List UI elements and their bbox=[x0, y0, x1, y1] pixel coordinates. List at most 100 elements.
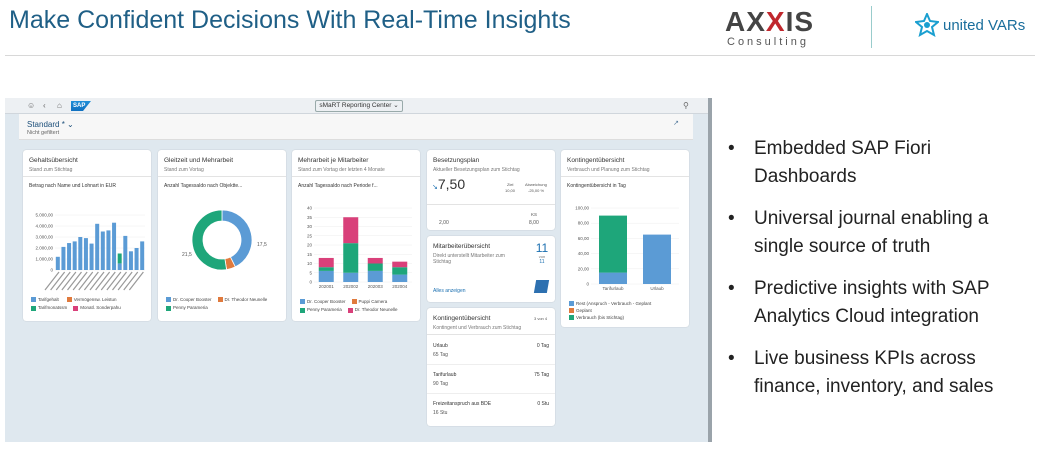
y-tick-label: 15 bbox=[307, 252, 313, 257]
card-gleitzeit[interactable]: Gleitzeit und Mehrarbeit Stand zum Vorta… bbox=[158, 150, 286, 321]
card-subtitle: Direkt unterstellt Mitarbeiter zum Stich… bbox=[433, 253, 505, 265]
y-tick-label: 40,00 bbox=[578, 251, 590, 256]
bar bbox=[318, 270, 334, 282]
card-divider bbox=[427, 204, 555, 205]
legend-item: Rest (Anspruch - Verbrauch - Geplant bbox=[569, 300, 651, 307]
bar bbox=[83, 238, 88, 270]
card-subtitle: Verbrauch und Planung zum Stichtag bbox=[567, 167, 650, 173]
y-tick-label: 2.000,00 bbox=[35, 246, 53, 251]
y-tick-label: 100,00 bbox=[575, 206, 589, 211]
card-divider bbox=[292, 176, 420, 177]
card-subtitle: Stand zum Vortag der letzten 4 Monate bbox=[298, 167, 385, 173]
legend-item: Tarifmonatssm bbox=[31, 305, 67, 311]
y-tick-label: 0 bbox=[309, 280, 312, 285]
home-icon[interactable]: ⌂ bbox=[57, 101, 62, 110]
x-tick-label bbox=[55, 271, 71, 291]
card-title: Kontingentübersicht bbox=[433, 315, 491, 322]
ziel-value: 10,00 bbox=[505, 188, 516, 193]
back-icon[interactable]: ‹ bbox=[43, 101, 46, 110]
legend-item: Dr. Cooper Booster bbox=[166, 297, 212, 303]
axxis-logo-wordmark: AXXIS bbox=[725, 6, 815, 37]
x-tick-label: 202001 bbox=[319, 284, 335, 289]
chart-title: Anzahl Tagessaldo nach Objektte... bbox=[164, 183, 243, 189]
list-item[interactable]: Urlaub 65 Tag 0 Tag bbox=[427, 336, 555, 365]
bullet-list: Embedded SAP Fiori Dashboards Universal … bbox=[728, 135, 1028, 415]
x-tick-label bbox=[95, 271, 111, 291]
legend-item: Geplant bbox=[569, 307, 651, 314]
axxis-logo: AXXIS Consulting bbox=[725, 6, 825, 49]
legend-item: Verbrauch (bis Stichtag) bbox=[569, 314, 651, 321]
legend-item: Penny Parameria bbox=[166, 305, 208, 311]
x-tick-label bbox=[117, 271, 133, 291]
bar bbox=[318, 267, 334, 271]
card-mitarbeiter[interactable]: Mitarbeiterübersicht Direkt unterstellt … bbox=[427, 236, 555, 302]
united-vars-logo: united VARs bbox=[915, 12, 1025, 38]
united-vars-star-icon bbox=[915, 13, 939, 37]
x-tick-label bbox=[61, 271, 77, 291]
legend-item: Vermögensw. Leistun bbox=[66, 297, 117, 303]
y-tick-label: 0 bbox=[586, 282, 589, 287]
x-tick-label: Urlaub bbox=[650, 286, 664, 291]
bar bbox=[89, 243, 94, 270]
bar bbox=[95, 223, 100, 270]
card-kontingent-list[interactable]: Kontingentübersicht Kontingent und Verbr… bbox=[427, 308, 555, 426]
show-all-link[interactable]: Alles anzeigen bbox=[433, 288, 466, 294]
x-tick-label: 202002 bbox=[343, 284, 359, 289]
employees-icon bbox=[533, 280, 550, 293]
slide-title: Make Confident Decisions With Real-Time … bbox=[9, 6, 571, 34]
y-tick-label: 25 bbox=[307, 233, 313, 238]
user-icon[interactable]: ☺ bbox=[27, 101, 36, 110]
x-tick-label bbox=[72, 271, 88, 291]
logo-separator bbox=[871, 6, 872, 48]
list-item[interactable]: Tarifurlaub 90 Tag 75 Tag bbox=[427, 365, 555, 394]
legend-item: Dr. Cooper Booster bbox=[300, 299, 346, 305]
y-tick-label: 1.000,00 bbox=[35, 257, 53, 262]
x-tick-label bbox=[112, 271, 127, 291]
card-gehalt[interactable]: Gehaltsübersicht Stand zum Stichtag Betr… bbox=[23, 150, 151, 321]
y-tick-label: 5.000,00 bbox=[35, 213, 53, 218]
x-tick-label bbox=[50, 271, 66, 291]
bar bbox=[67, 243, 72, 270]
axxis-logo-sub: Consulting bbox=[727, 36, 809, 48]
count-badge: 11 von 11 bbox=[535, 241, 549, 265]
x-tick-label bbox=[128, 271, 144, 291]
bar bbox=[72, 241, 77, 270]
x-tick-label bbox=[100, 271, 116, 291]
sap-logo: SAP bbox=[71, 101, 91, 111]
card-kontingent-chart[interactable]: Kontingentübersicht Verbrauch und Planun… bbox=[561, 150, 689, 327]
card-besetzung[interactable]: Besetzungsplan Aktueller Besetzungsplan … bbox=[427, 150, 555, 230]
search-icon[interactable]: ⚲ bbox=[683, 101, 689, 110]
app-title-dropdown[interactable]: sMaRT Reporting Center ⌄ bbox=[315, 100, 403, 112]
donut-label-left: 21,5 bbox=[182, 252, 192, 258]
bar bbox=[392, 261, 408, 268]
pie-slice bbox=[191, 209, 228, 271]
bar bbox=[112, 222, 117, 270]
card-title: Kontingentübersicht bbox=[567, 157, 625, 164]
bar bbox=[599, 215, 627, 273]
bullet-item: Universal journal enabling a single sour… bbox=[728, 205, 1028, 261]
x-tick-label bbox=[78, 271, 94, 291]
filter-status: Nicht gefiltert bbox=[27, 130, 60, 136]
mehrarbeit-bar-chart: 0 5 10 15 20 25 30 35 40 202001 202002 202003 202004 bbox=[307, 206, 412, 289]
legend-item: Monatl. Sonderpahu bbox=[73, 305, 121, 311]
share-icon[interactable]: ↗ bbox=[673, 120, 679, 127]
card-mehrarbeit[interactable]: Mehrarbeit je Mitarbeiter Stand zum Vort… bbox=[292, 150, 420, 321]
bar bbox=[318, 257, 334, 268]
legend-item: Tarifgehalt bbox=[31, 297, 59, 303]
legend-item: Penny Parameria bbox=[300, 307, 342, 313]
card-divider bbox=[158, 176, 286, 177]
app-title-label: sMaRT Reporting Center bbox=[319, 102, 392, 109]
bar bbox=[392, 267, 408, 275]
abweichung-label: Abweichung bbox=[525, 182, 547, 187]
variant-label: Standard * bbox=[27, 120, 65, 129]
bar bbox=[140, 241, 145, 270]
x-tick-label: 202003 bbox=[368, 284, 384, 289]
list-item[interactable]: Freizeitanspruch aus BDE 16 Stu 0 Stu bbox=[433, 401, 549, 416]
variant-selector[interactable]: Standard * ⌄ bbox=[27, 120, 74, 129]
chevron-down-icon: ⌄ bbox=[67, 120, 74, 129]
card-title: Besetzungsplan bbox=[433, 157, 480, 164]
trend-down-icon: ↘ bbox=[432, 184, 438, 191]
y-tick-label: 20 bbox=[307, 243, 313, 248]
bullet-item: Embedded SAP Fiori Dashboards bbox=[728, 135, 1028, 191]
card-title: Gleitzeit und Mehrarbeit bbox=[164, 157, 234, 164]
